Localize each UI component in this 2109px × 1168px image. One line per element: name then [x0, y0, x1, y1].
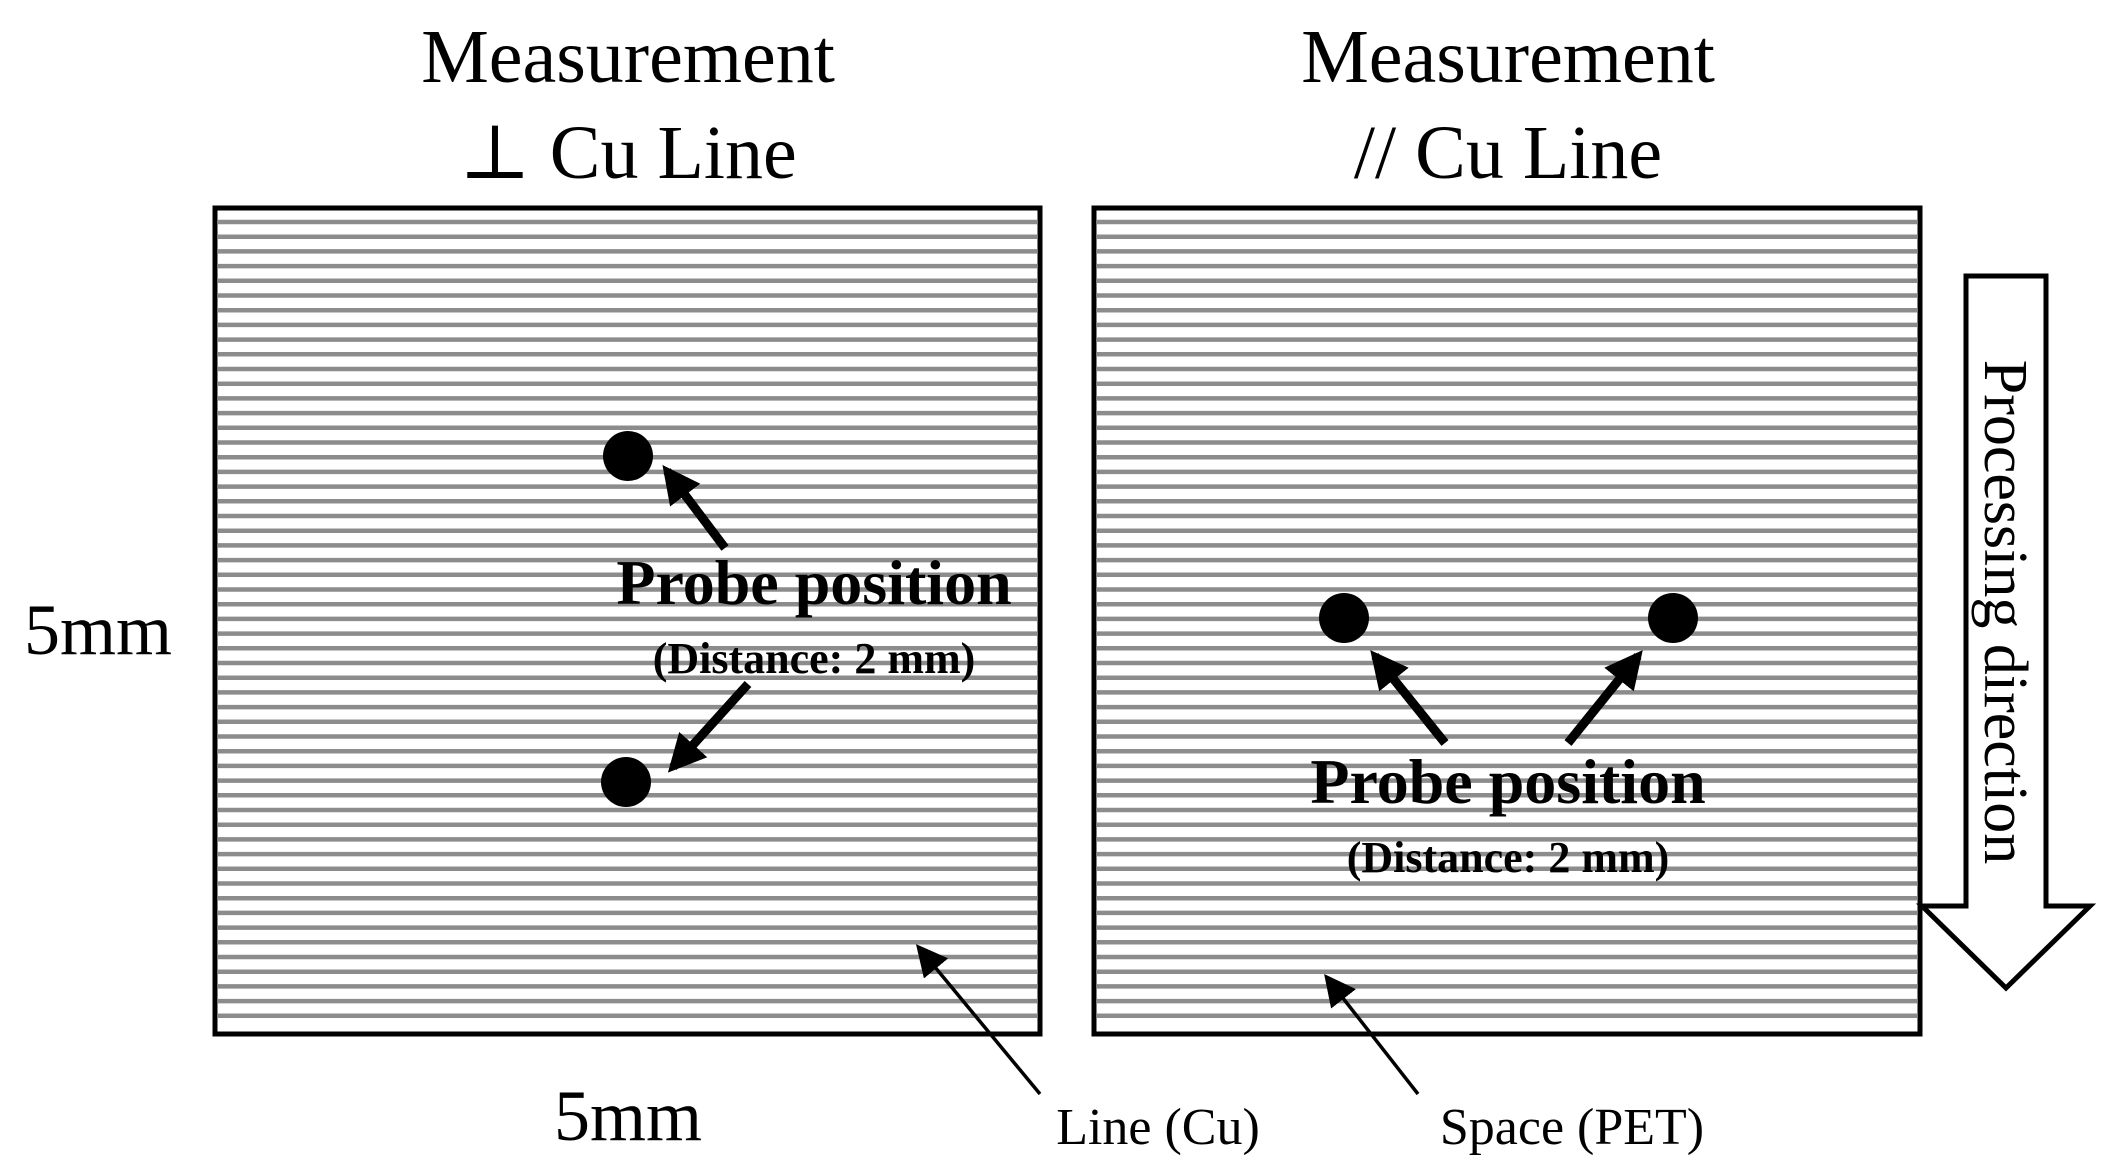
left-probe-label: Probe position — [616, 547, 1011, 618]
right-sample-panel — [1094, 208, 1920, 1034]
right-title-line2: // Cu Line — [1354, 111, 1662, 195]
height-dimension-label: 5mm — [24, 590, 172, 670]
left-probe-bottom-dot — [601, 757, 651, 807]
processing-direction-label: Processing direction — [1971, 360, 2039, 865]
right-probe-left-dot — [1319, 593, 1369, 643]
left-cu-lines — [218, 222, 1037, 1016]
right-probe-label: Probe position — [1310, 746, 1705, 817]
right-title-line1: Measurement — [1301, 15, 1715, 99]
left-title-line1: Measurement — [421, 15, 835, 99]
left-probe-top-dot — [603, 431, 653, 481]
right-probe-right-dot — [1648, 593, 1698, 643]
width-dimension-label: 5mm — [554, 1076, 702, 1156]
right-cu-lines — [1097, 222, 1917, 1016]
left-probe-distance: (Distance: 2 mm) — [653, 634, 976, 683]
left-title-line2: ⊥ Cu Line — [459, 111, 796, 195]
left-sample-panel — [215, 208, 1040, 1034]
line-cu-label: Line (Cu) — [1056, 1099, 1260, 1156]
space-pet-label: Space (PET) — [1440, 1099, 1704, 1156]
right-probe-distance: (Distance: 2 mm) — [1347, 833, 1670, 882]
